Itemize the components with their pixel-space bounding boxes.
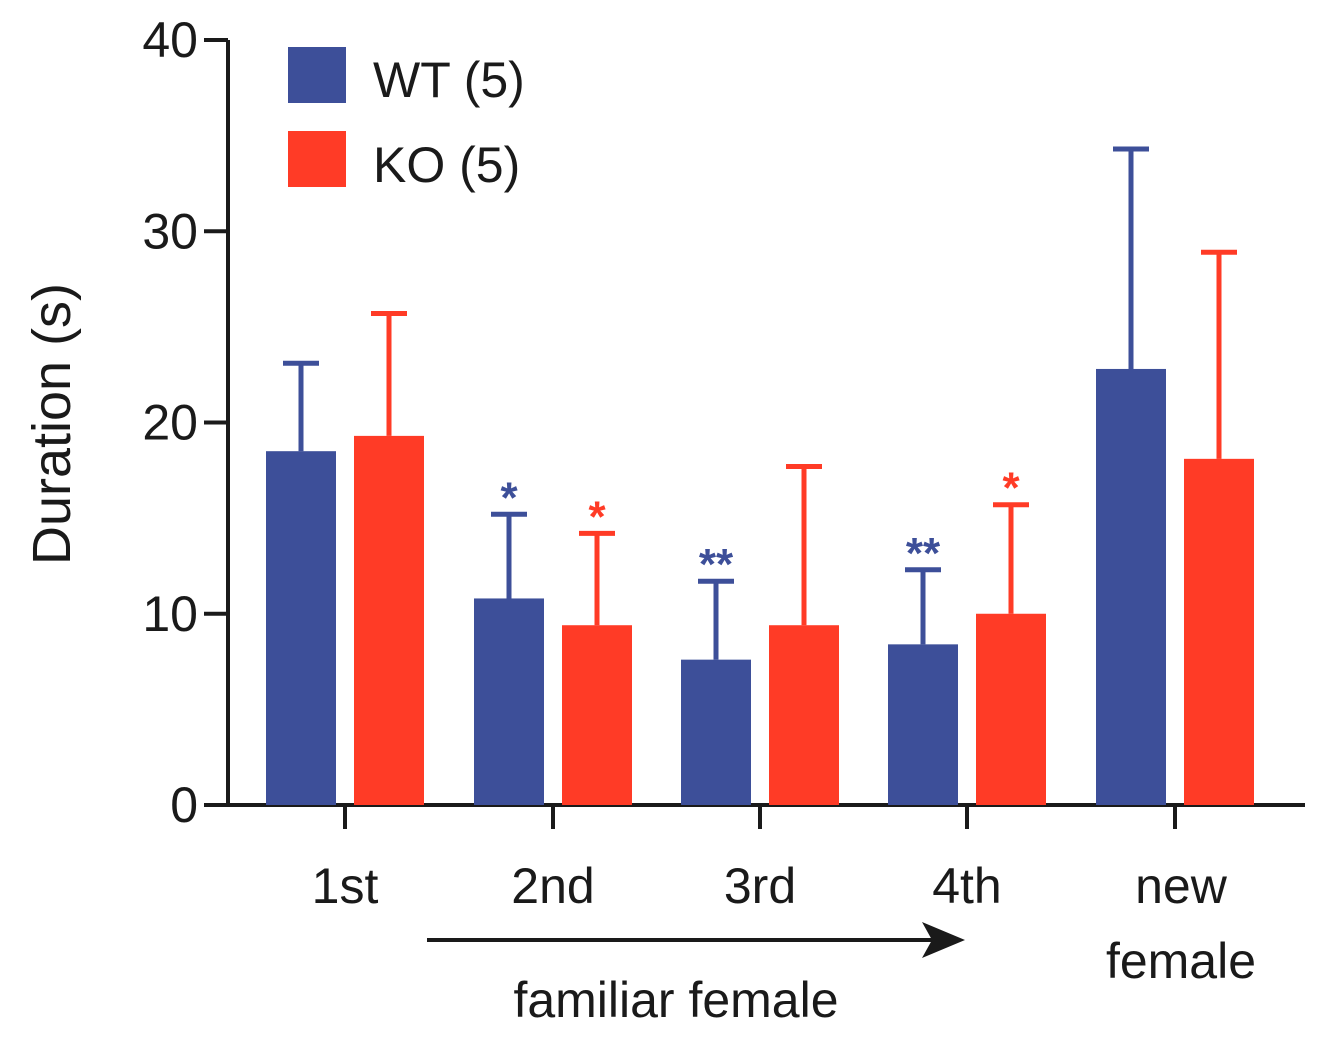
legend-label-wt: WT (5)	[373, 52, 525, 108]
x-tick-label: female	[1106, 933, 1256, 989]
arrow-head	[922, 922, 965, 958]
legend: WT (5) KO (5)	[288, 47, 525, 193]
y-tick-label: 0	[170, 777, 198, 833]
significance-mark: **	[906, 529, 941, 578]
familiar-female-arrow	[427, 922, 965, 958]
bars	[266, 368, 1254, 805]
bar-ko-0	[354, 435, 424, 805]
bar-wt-4	[1096, 368, 1166, 805]
bar-wt-0	[266, 451, 336, 805]
y-tick-label: 20	[142, 395, 198, 451]
legend-swatch-wt	[288, 47, 346, 103]
bar-ko-3	[976, 613, 1046, 805]
x-tick-label: new	[1135, 858, 1228, 914]
bar-wt-2	[681, 659, 751, 805]
y-ticks: 0 10 20 30 40	[142, 12, 228, 833]
x-tick-label: 2nd	[511, 858, 594, 914]
y-tick-label: 40	[142, 12, 198, 68]
bar-wt-1	[474, 598, 544, 805]
familiar-female-label: familiar female	[513, 972, 838, 1028]
x-tick-label: 1st	[312, 858, 379, 914]
bar-wt-3	[888, 644, 958, 805]
x-ticks: 1st 2nd 3rd 4th new female	[312, 805, 1256, 989]
x-tick-label: 3rd	[724, 858, 796, 914]
error-bars	[283, 146, 1237, 660]
bar-ko-2	[769, 625, 839, 805]
legend-swatch-ko	[288, 131, 346, 187]
bar-ko-4	[1184, 458, 1254, 805]
legend-label-ko: KO (5)	[373, 137, 520, 193]
y-axis-title: Duration (s)	[22, 283, 82, 565]
y-tick-label: 30	[142, 203, 198, 259]
bar-ko-1	[562, 625, 632, 805]
significance-mark: *	[500, 473, 518, 522]
y-tick-label: 10	[142, 586, 198, 642]
x-tick-label: 4th	[932, 858, 1002, 914]
significance-mark: *	[1002, 464, 1020, 513]
significance-mark: *	[588, 492, 606, 541]
significance-marks: *** ****	[500, 464, 1020, 590]
significance-mark: **	[699, 540, 734, 589]
